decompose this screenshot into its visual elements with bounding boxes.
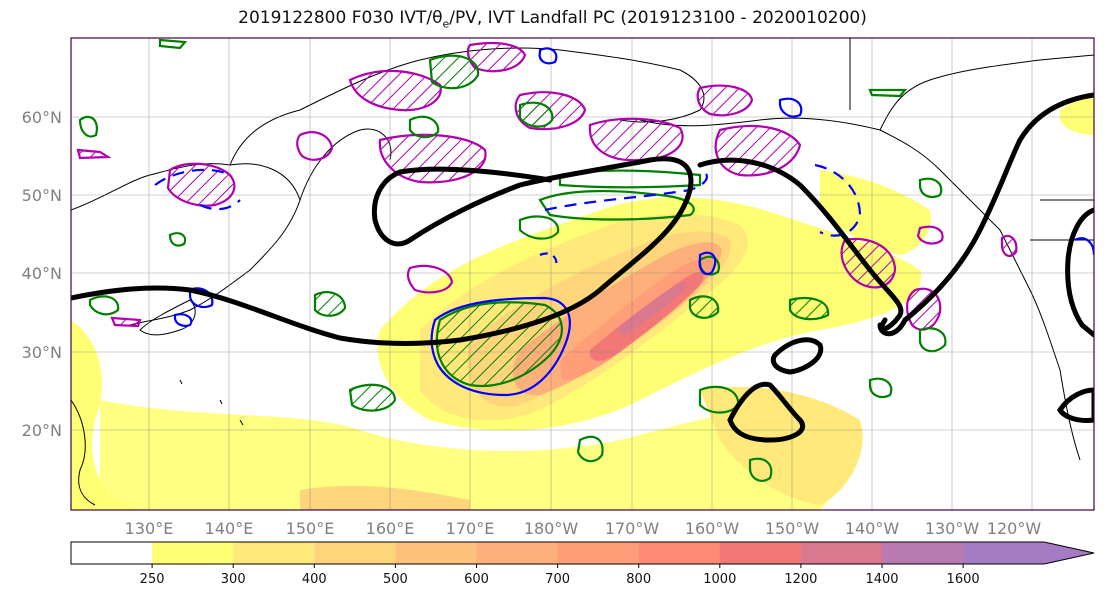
colorbar: 250 300 400 500 600 700 800 1000 1200 1400 1600 [70, 541, 1095, 587]
colorbar-tick-label: 1400 [865, 572, 898, 587]
colorbar-tick-label: 700 [545, 572, 570, 587]
colorbar-tick-label: 1600 [947, 572, 980, 587]
colorbar-tick-label: 400 [302, 572, 327, 587]
lat-label-20: 20°N [22, 421, 62, 440]
colorbar-segment [395, 542, 477, 564]
colorbar-segment [152, 542, 234, 564]
lat-label-50: 50°N [22, 186, 62, 205]
colorbar-segment [233, 542, 315, 564]
colorbar-segment [314, 542, 396, 564]
colorbar-tick-label: 800 [626, 572, 651, 587]
colorbar-tick-label: 1200 [784, 572, 817, 587]
colorbar-tick-label: 600 [464, 572, 489, 587]
lon-label-140e: 140°E [205, 519, 254, 538]
latitude-labels: 60°N 50°N 40°N 30°N 20°N [22, 108, 62, 440]
colorbar-tick-label: 300 [221, 572, 246, 587]
colorbar-outline [70, 541, 1095, 565]
figure-title: 2019122800 F030 IVT/θe/PV, IVT Landfall … [238, 8, 867, 31]
lon-label-130e: 130°E [125, 519, 174, 538]
colorbar-segment [882, 542, 964, 564]
lon-label-150e: 150°E [286, 519, 335, 538]
colorbar-extend-arrow [963, 542, 1094, 564]
pv-blue-contours [154, 47, 1094, 397]
lon-label-180w: 180°W [524, 519, 579, 538]
colorbar-tick-label: 1000 [703, 572, 736, 587]
colorbar-segment [476, 542, 559, 564]
lon-label-120w: 120°W [987, 519, 1042, 538]
lon-label-150w: 150°W [765, 519, 820, 538]
lon-label-160e: 160°E [366, 519, 415, 538]
lon-label-140w: 140°W [845, 519, 900, 538]
lon-label-130w: 130°W [925, 519, 980, 538]
colorbar-tick-label: 500 [383, 572, 408, 587]
pv-green-contours [78, 38, 947, 482]
lat-label-60: 60°N [22, 108, 62, 127]
lat-label-30: 30°N [22, 343, 62, 362]
theta-e-contours [71, 92, 1094, 443]
map-layers [71, 38, 1094, 510]
colorbar-segment [800, 542, 883, 564]
colorbar-segment [71, 542, 153, 564]
colorbar-tick-label: 250 [140, 572, 165, 587]
lon-label-170e: 170°E [446, 519, 495, 538]
lon-label-170w: 170°W [605, 519, 660, 538]
colorbar-segment [719, 542, 802, 564]
lat-label-40: 40°N [22, 264, 62, 283]
colorbar-segment [638, 542, 721, 564]
colorbar-segment [557, 542, 640, 564]
lon-label-160w: 160°W [685, 519, 740, 538]
map-frame [70, 37, 1095, 511]
longitude-labels: 130°E 140°E 150°E 160°E 170°E 180°W 170°… [125, 519, 1042, 538]
